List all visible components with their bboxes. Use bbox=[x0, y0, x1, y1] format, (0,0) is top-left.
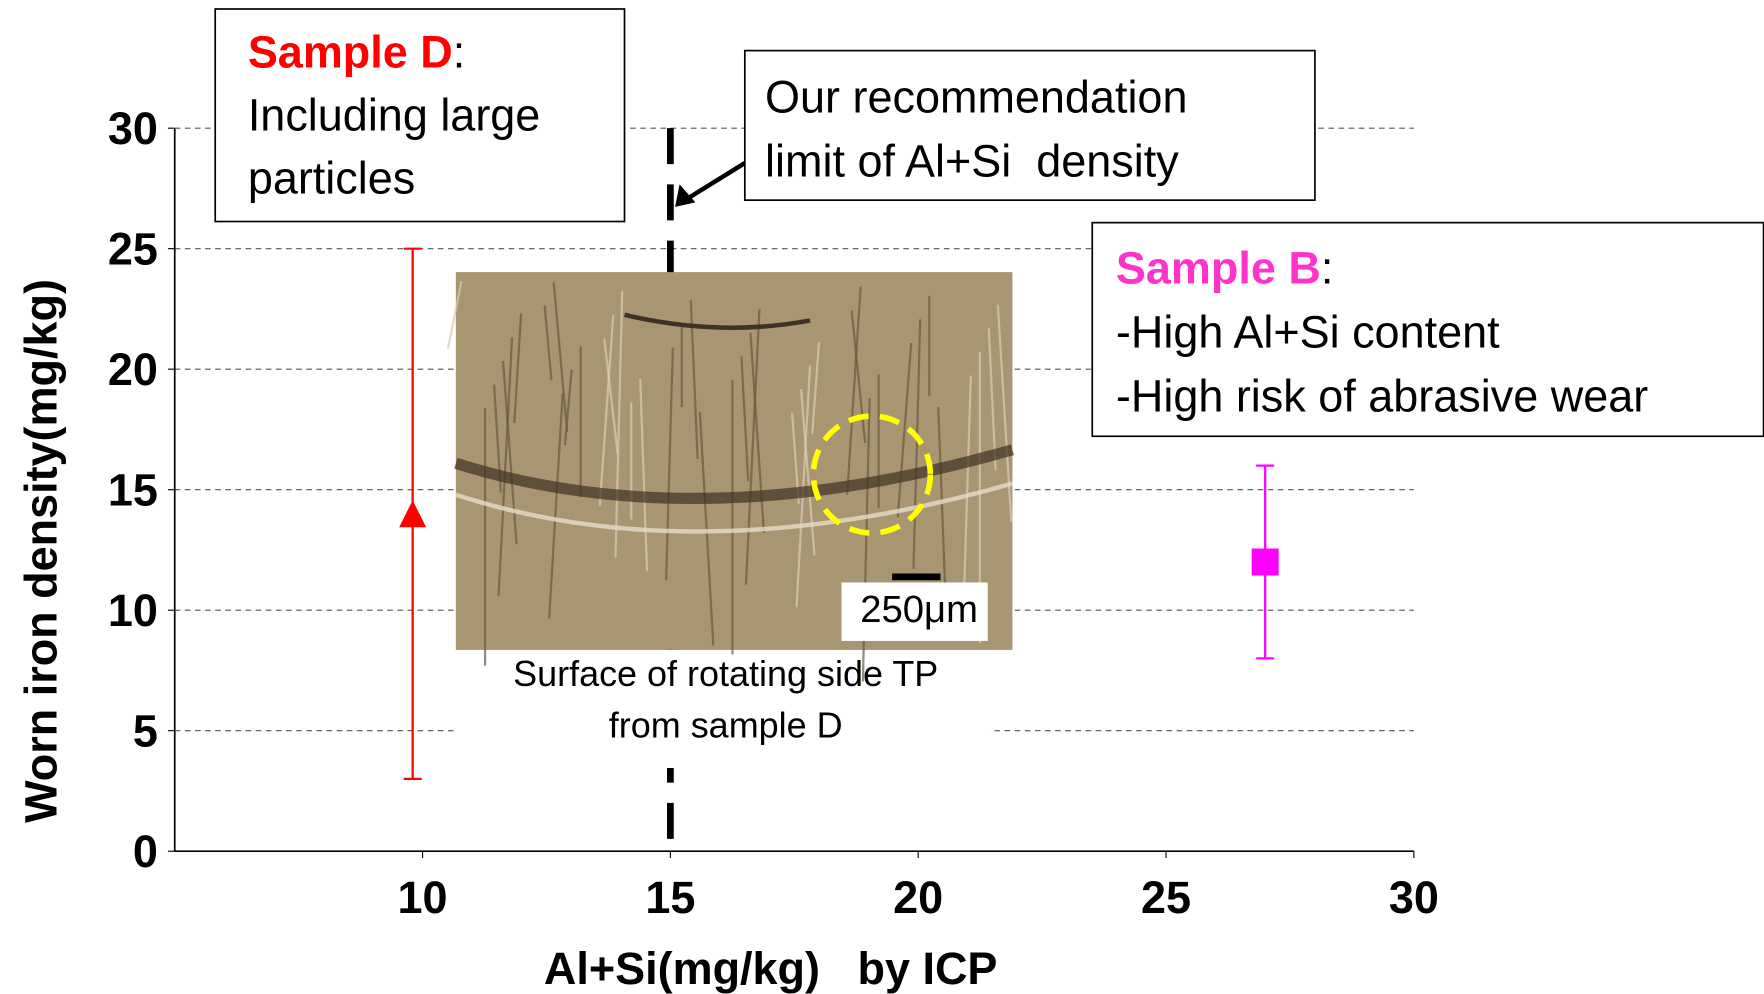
photo-caption: from sample D bbox=[609, 705, 843, 746]
photo-streak bbox=[962, 375, 972, 592]
annotation-title: Sample B bbox=[1116, 242, 1321, 293]
photo-streak bbox=[552, 282, 569, 432]
annotation-title-line: Sample D: bbox=[248, 26, 465, 77]
photo-streak bbox=[446, 280, 463, 349]
y-tick-label: 15 bbox=[108, 464, 158, 515]
highlight-circle bbox=[810, 413, 934, 536]
annotation-title: Sample D bbox=[248, 26, 453, 77]
threshold-arrow bbox=[687, 161, 747, 200]
annotation-line: -High Al+Si content bbox=[1116, 306, 1500, 357]
threshold-label: Our recommendation bbox=[765, 71, 1187, 122]
photo-caption-bg bbox=[455, 649, 990, 768]
x-tick-label: 25 bbox=[1141, 872, 1191, 923]
y-tick-label: 25 bbox=[108, 223, 158, 274]
photo-streak bbox=[664, 347, 674, 581]
photo-streak bbox=[937, 407, 947, 583]
photo-streak bbox=[548, 393, 564, 619]
photo-texture bbox=[446, 280, 1013, 682]
annotation-title-line: Sample B: bbox=[1116, 242, 1333, 293]
photo-streak bbox=[846, 286, 862, 495]
photo-streak bbox=[850, 310, 867, 444]
x-tick-label: 20 bbox=[893, 872, 943, 923]
scale-bg bbox=[841, 582, 988, 641]
y-tick-label: 30 bbox=[108, 103, 158, 154]
x-tick-label: 30 bbox=[1389, 872, 1439, 923]
annotation-line: particles bbox=[248, 152, 415, 203]
y-axis-label: Worn iron density(mg/kg) bbox=[16, 279, 67, 823]
x-tick-label: 10 bbox=[398, 872, 448, 923]
photo-arc bbox=[623, 312, 811, 330]
photo-streak bbox=[501, 360, 518, 545]
photo-streak bbox=[513, 313, 523, 423]
photo-streak bbox=[698, 411, 715, 646]
point bbox=[399, 500, 427, 528]
y-tick-label: 5 bbox=[133, 705, 158, 756]
annotation-suffix: : bbox=[1321, 242, 1334, 293]
annotation-line: -High risk of abrasive wear bbox=[1116, 371, 1648, 422]
point bbox=[1251, 548, 1279, 576]
x-tick-label: 15 bbox=[645, 872, 695, 923]
annotation-box bbox=[214, 8, 626, 223]
annotation-box bbox=[743, 49, 1316, 201]
photo-streak bbox=[543, 305, 553, 381]
photo-streak bbox=[987, 328, 997, 471]
photo-streak bbox=[563, 369, 573, 446]
photo-streak bbox=[744, 309, 761, 585]
threshold-arrowhead bbox=[675, 184, 696, 207]
annotation-suffix: : bbox=[453, 26, 466, 77]
scale-label: 250μm bbox=[860, 588, 978, 631]
photo-streak bbox=[639, 378, 649, 572]
x-axis-label: Al+Si(mg/kg) by ICP bbox=[544, 943, 998, 994]
photo-streak bbox=[795, 365, 812, 608]
photo-streak bbox=[912, 319, 922, 569]
photo-caption: Surface of rotating side TP bbox=[513, 653, 938, 694]
photo-streak bbox=[811, 341, 821, 435]
annotation-box bbox=[1091, 221, 1764, 438]
photo-streak bbox=[598, 314, 615, 507]
annotation-line: Including large bbox=[248, 89, 541, 140]
y-tick-label: 0 bbox=[133, 826, 158, 877]
photo-streak bbox=[497, 337, 514, 597]
photo-streak bbox=[614, 291, 624, 558]
photo-streak bbox=[896, 342, 913, 518]
threshold-label: limit of Al+Si density bbox=[765, 136, 1179, 187]
y-tick-label: 10 bbox=[108, 585, 158, 636]
photo-streak bbox=[799, 388, 816, 556]
photo-streak bbox=[603, 338, 619, 455]
photo-arc bbox=[455, 481, 1014, 534]
y-tick-label: 20 bbox=[108, 344, 158, 395]
photo-streak bbox=[740, 356, 750, 482]
photo-arc bbox=[454, 444, 1014, 505]
